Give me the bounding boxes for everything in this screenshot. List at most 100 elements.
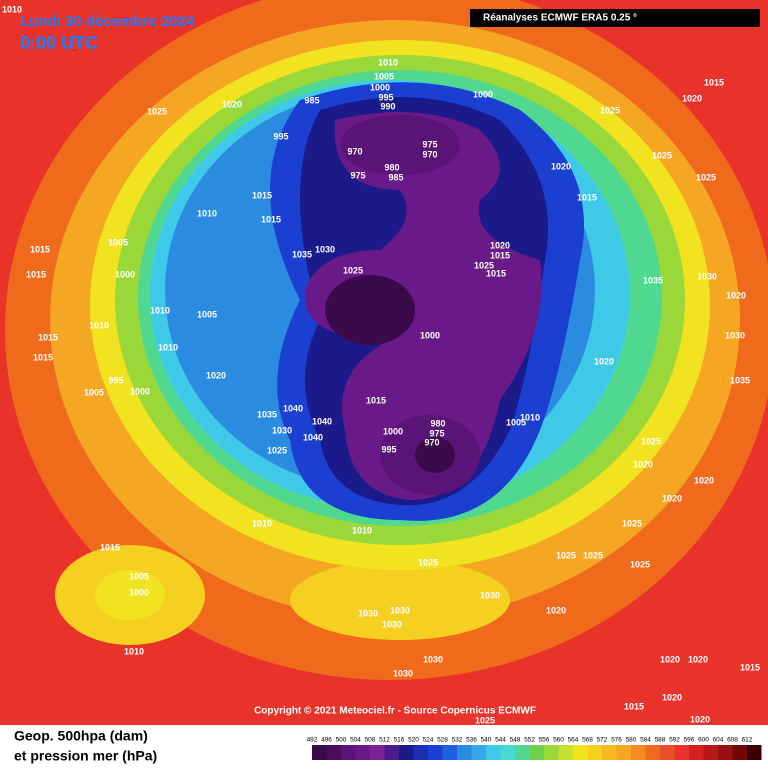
scale-label: 544 — [495, 737, 506, 744]
isobar-label: 1015 — [740, 662, 760, 672]
scale-label: 588 — [655, 737, 666, 744]
isobar-label: 1010 — [89, 320, 109, 330]
scale-label: 608 — [727, 737, 738, 744]
isobar-label: 1020 — [206, 370, 226, 380]
isobar-label: 1010 — [252, 518, 272, 528]
isobar-label: 1010 — [150, 305, 170, 315]
isobar-label: 995 — [273, 131, 288, 141]
isobar-label: 1020 — [694, 475, 714, 485]
isobar-label: 990 — [380, 101, 395, 111]
isobar-label: 1020 — [551, 161, 571, 171]
isobar-label: 1025 — [652, 150, 672, 160]
isobar-label: 1025 — [475, 715, 495, 725]
scale-label: 508 — [365, 737, 376, 744]
isobar-label: 1010 — [124, 646, 144, 656]
isobar-label: 1000 — [383, 426, 403, 436]
isobar-label: 1040 — [312, 416, 332, 426]
isobar-label: 1015 — [261, 214, 281, 224]
isobar-label: 1015 — [100, 542, 120, 552]
scale-swatch — [341, 745, 356, 760]
isobar-label: 1005 — [197, 309, 217, 319]
isobar-label: 1015 — [26, 269, 46, 279]
isobar-label: 970 — [424, 437, 439, 447]
scale-label: 536 — [466, 737, 477, 744]
isobar-label: 995 — [378, 92, 393, 102]
scale-label: 524 — [423, 737, 434, 744]
isobar-label: 1020 — [682, 93, 702, 103]
isobar-label: 1020 — [726, 290, 746, 300]
isobar-label: 1015 — [490, 250, 510, 260]
scale-swatch — [370, 745, 385, 760]
copyright: Copyright © 2021 Meteociel.fr - Source C… — [254, 706, 536, 717]
isobar-label: 1005 — [374, 71, 394, 81]
isobar-label: 1000 — [370, 82, 390, 92]
scale-swatch — [558, 745, 573, 760]
isobar-label: 1015 — [38, 332, 58, 342]
isobar-label: 1015 — [252, 190, 272, 200]
isobar-label: 1010 — [197, 208, 217, 218]
isobar-label: 995 — [108, 375, 123, 385]
scale-swatch — [573, 745, 588, 760]
isobar-label: 1025 — [630, 559, 650, 569]
isobar-label: 1035 — [257, 409, 277, 419]
isobar-label: 1030 — [725, 330, 745, 340]
isobar-label: 1015 — [30, 244, 50, 254]
isobar-label: 1015 — [704, 77, 724, 87]
isobar-label: 1030 — [315, 244, 335, 254]
scale-label: 580 — [626, 737, 637, 744]
legend-subtitle: et pression mer (hPa) — [14, 748, 157, 764]
isobar-label: 1010 — [378, 57, 398, 67]
scale-label: 500 — [336, 737, 347, 744]
isobar-label: 1015 — [486, 268, 506, 278]
isobar-label: 1030 — [272, 425, 292, 435]
scale-label: 560 — [553, 737, 564, 744]
isobar-label: 1000 — [130, 386, 150, 396]
scale-swatch — [326, 745, 341, 760]
scale-label: 596 — [684, 737, 695, 744]
isobar-label: 1025 — [641, 436, 661, 446]
scale-swatch — [399, 745, 414, 760]
scale-swatch — [515, 745, 530, 760]
isobar-label: 995 — [381, 444, 396, 454]
isobar-label: 1040 — [283, 403, 303, 413]
isobar-label: 1015 — [366, 395, 386, 405]
scale-swatch — [703, 745, 718, 760]
scale-label: 532 — [452, 737, 463, 744]
isobar-label: 1005 — [108, 237, 128, 247]
scale-label: 592 — [669, 737, 680, 744]
source-box — [470, 9, 760, 27]
time: 0:00 UTC — [20, 33, 98, 53]
isobar-label: 1010 — [520, 412, 540, 422]
isobar-label: 1035 — [643, 275, 663, 285]
date: Lundi 30 décembre 2024 — [20, 13, 195, 30]
isobar-label: 1025 — [600, 105, 620, 115]
isobar-label: 1020 — [222, 99, 242, 109]
isobar-label: 1025 — [343, 265, 363, 275]
isobar-label: 1035 — [292, 249, 312, 259]
scale-label: 520 — [408, 737, 419, 744]
isobar-label: 1025 — [583, 550, 603, 560]
scale-swatch — [616, 745, 631, 760]
isobar-label: 1005 — [84, 387, 104, 397]
scale-swatch — [660, 745, 675, 760]
isobar-label: 1020 — [690, 714, 710, 724]
isobar-label: 1020 — [688, 654, 708, 664]
isobar-label: 1030 — [358, 608, 378, 618]
scale-label: 516 — [394, 737, 405, 744]
scale-swatch — [355, 745, 370, 760]
scale-swatch — [312, 745, 327, 760]
scale-swatch — [689, 745, 704, 760]
scale-swatch — [384, 745, 399, 760]
isobar-label: 975 — [350, 170, 365, 180]
isobar-label: 1020 — [662, 493, 682, 503]
isobar-label: 1025 — [147, 106, 167, 116]
isobar-label: 1000 — [115, 269, 135, 279]
isobar-label: 1020 — [594, 356, 614, 366]
isobar-label: 1030 — [393, 668, 413, 678]
isobar-label: 970 — [347, 146, 362, 156]
scale-swatch — [674, 745, 689, 760]
scale-label: 556 — [539, 737, 550, 744]
isobar-label: 1015 — [577, 192, 597, 202]
isobar-label: 1020 — [662, 692, 682, 702]
scale-swatch — [457, 745, 472, 760]
